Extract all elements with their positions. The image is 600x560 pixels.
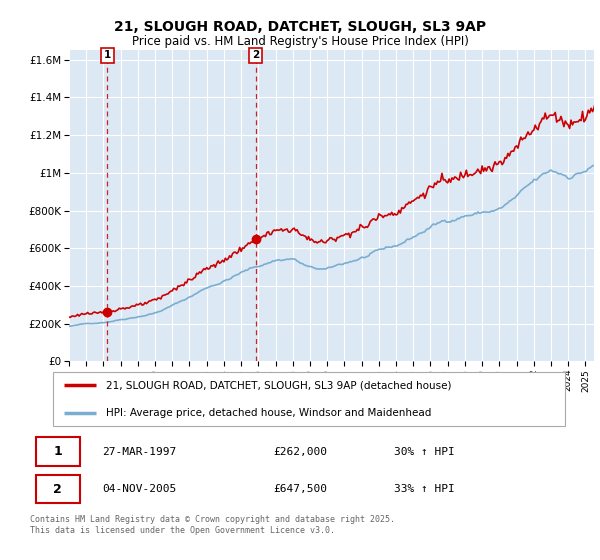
Text: 2: 2 xyxy=(252,50,259,60)
FancyBboxPatch shape xyxy=(35,437,80,466)
Text: 1: 1 xyxy=(104,50,111,60)
Text: 2: 2 xyxy=(53,483,62,496)
Text: 1: 1 xyxy=(53,445,62,458)
FancyBboxPatch shape xyxy=(35,475,80,503)
Text: £262,000: £262,000 xyxy=(273,446,327,456)
Text: 21, SLOUGH ROAD, DATCHET, SLOUGH, SL3 9AP (detached house): 21, SLOUGH ROAD, DATCHET, SLOUGH, SL3 9A… xyxy=(106,380,452,390)
Text: HPI: Average price, detached house, Windsor and Maidenhead: HPI: Average price, detached house, Wind… xyxy=(106,408,431,418)
Text: Price paid vs. HM Land Registry's House Price Index (HPI): Price paid vs. HM Land Registry's House … xyxy=(131,35,469,48)
Text: 04-NOV-2005: 04-NOV-2005 xyxy=(102,484,176,494)
Text: Contains HM Land Registry data © Crown copyright and database right 2025.
This d: Contains HM Land Registry data © Crown c… xyxy=(30,515,395,535)
Text: 27-MAR-1997: 27-MAR-1997 xyxy=(102,446,176,456)
Text: 30% ↑ HPI: 30% ↑ HPI xyxy=(394,446,455,456)
Text: 33% ↑ HPI: 33% ↑ HPI xyxy=(394,484,455,494)
Text: £647,500: £647,500 xyxy=(273,484,327,494)
FancyBboxPatch shape xyxy=(53,372,565,426)
Text: 21, SLOUGH ROAD, DATCHET, SLOUGH, SL3 9AP: 21, SLOUGH ROAD, DATCHET, SLOUGH, SL3 9A… xyxy=(114,20,486,34)
